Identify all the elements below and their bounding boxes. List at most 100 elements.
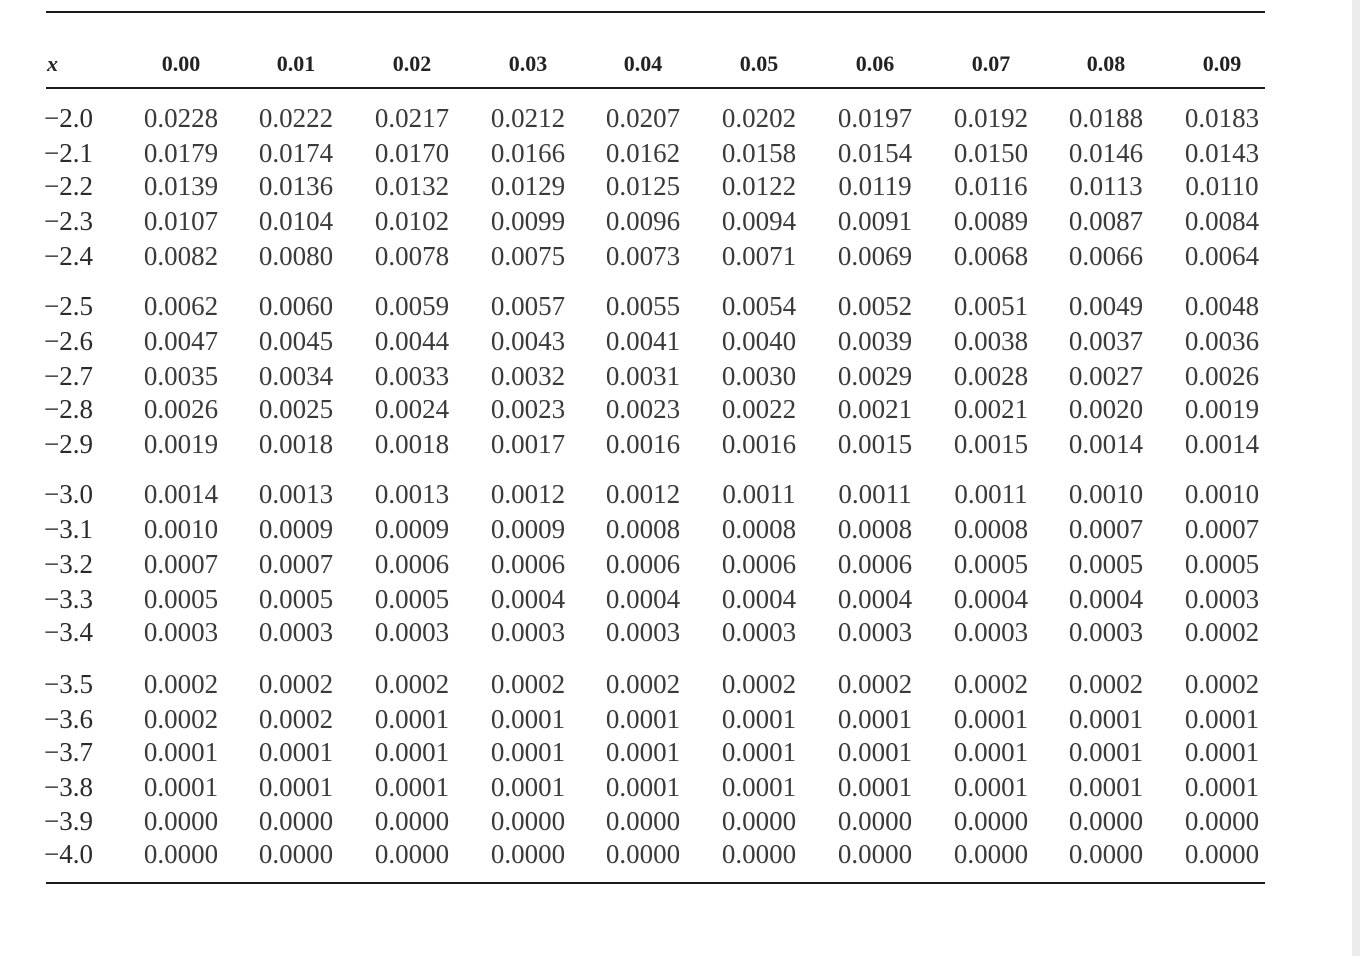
table-cell: 0.0016 <box>721 429 797 459</box>
top-rule <box>46 11 1265 13</box>
table-cell: 0.0179 <box>143 138 219 168</box>
column-header: 0.08 <box>1086 51 1126 76</box>
table-cell: 0.0011 <box>838 479 912 509</box>
table-cell: 0.0013 <box>374 479 450 509</box>
table-cell: 0.0027 <box>1068 361 1144 391</box>
table-cell: 0.0000 <box>837 839 913 869</box>
table-row: −2.8 0.0026 0.0025 0.0024 0.0023 0.0023 0.0022… <box>0 394 1360 424</box>
table-cell: 0.0001 <box>374 772 450 802</box>
table-cell: 0.0003 <box>953 617 1029 647</box>
table-cell: 0.0009 <box>374 514 450 544</box>
table-cell: 0.0002 <box>1184 617 1260 647</box>
table-cell: 0.0002 <box>953 669 1029 699</box>
table-cell: 0.0024 <box>374 394 450 424</box>
table-cell: 0.0001 <box>837 772 913 802</box>
table-cell: 0.0015 <box>837 429 913 459</box>
table-row: −2.7 0.0035 0.0034 0.0033 0.0032 0.0031 0.0030… <box>0 361 1360 391</box>
table-cell: 0.0008 <box>605 514 681 544</box>
row-x-value: −3.8 <box>44 772 93 802</box>
table-cell: 0.0021 <box>953 394 1029 424</box>
table-cell: 0.0055 <box>605 291 681 321</box>
column-header: 0.03 <box>508 51 548 76</box>
table-cell: 0.0025 <box>258 394 334 424</box>
table-cell: 0.0069 <box>837 241 913 271</box>
row-x-value: −2.0 <box>44 103 93 133</box>
table-cell: 0.0023 <box>490 394 566 424</box>
table-cell: 0.0166 <box>490 138 566 168</box>
table-cell: 0.0001 <box>374 704 450 734</box>
table-cell: 0.0000 <box>837 806 913 836</box>
table-cell: 0.0010 <box>1068 479 1144 509</box>
table-cell: 0.0001 <box>143 737 219 767</box>
table-cell: 0.0009 <box>490 514 566 544</box>
table-cell: 0.0008 <box>953 514 1029 544</box>
table-cell: 0.0170 <box>374 138 450 168</box>
table-cell: 0.0001 <box>490 737 566 767</box>
table-cell: 0.0001 <box>1068 704 1144 734</box>
table-cell: 0.0045 <box>258 326 334 356</box>
table-cell: 0.0002 <box>1184 669 1260 699</box>
table-cell: 0.0001 <box>1068 772 1144 802</box>
table-row: −3.3 0.0005 0.0005 0.0005 0.0004 0.0004 0.0004… <box>0 584 1360 614</box>
table-cell: 0.0013 <box>258 479 334 509</box>
table-cell: 0.0004 <box>721 584 797 614</box>
row-x-value: −2.9 <box>44 429 93 459</box>
table-cell: 0.0008 <box>721 514 797 544</box>
table-cell: 0.0001 <box>490 704 566 734</box>
table-cell: 0.0064 <box>1184 241 1260 271</box>
table-cell: 0.0091 <box>837 206 913 236</box>
row-x-value: −3.5 <box>44 669 93 699</box>
table-cell: 0.0003 <box>1068 617 1144 647</box>
table-cell: 0.0136 <box>258 171 334 201</box>
table-cell: 0.0001 <box>605 704 681 734</box>
table-cell: 0.0001 <box>1068 737 1144 767</box>
row-x-value: −3.6 <box>44 704 93 734</box>
table-cell: 0.0003 <box>374 617 450 647</box>
row-x-value: −3.7 <box>44 737 93 767</box>
table-cell: 0.0003 <box>837 617 913 647</box>
table-row: −2.6 0.0047 0.0045 0.0044 0.0043 0.0041 0.0040… <box>0 326 1360 356</box>
table-cell: 0.0068 <box>953 241 1029 271</box>
table-row: −3.1 0.0010 0.0009 0.0009 0.0009 0.0008 0.0008… <box>0 514 1360 544</box>
table-cell: 0.0054 <box>721 291 797 321</box>
table-cell: 0.0183 <box>1184 103 1260 133</box>
table-cell: 0.0001 <box>1184 772 1260 802</box>
row-x-value: −3.3 <box>44 584 93 614</box>
table-cell: 0.0004 <box>953 584 1029 614</box>
column-header: 0.00 <box>161 51 201 76</box>
table-cell: 0.0012 <box>490 479 566 509</box>
table-cell: 0.0018 <box>258 429 334 459</box>
table-cell: 0.0113 <box>1069 171 1143 201</box>
table-cell: 0.0104 <box>258 206 334 236</box>
column-header: 0.04 <box>623 51 663 76</box>
table-cell: 0.0001 <box>721 772 797 802</box>
table-row: −3.9 0.0000 0.0000 0.0000 0.0000 0.0000 0.0000… <box>0 806 1360 836</box>
table-cell: 0.0060 <box>258 291 334 321</box>
table-cell: 0.0041 <box>605 326 681 356</box>
table-cell: 0.0158 <box>721 138 797 168</box>
table-cell: 0.0087 <box>1068 206 1144 236</box>
table-cell: 0.0001 <box>721 737 797 767</box>
table-cell: 0.0082 <box>143 241 219 271</box>
table-cell: 0.0129 <box>490 171 566 201</box>
table-cell: 0.0002 <box>721 669 797 699</box>
row-x-value: −2.3 <box>44 206 93 236</box>
table-cell: 0.0222 <box>258 103 334 133</box>
table-cell: 0.0006 <box>721 549 797 579</box>
table-cell: 0.0014 <box>1184 429 1260 459</box>
table-cell: 0.0197 <box>837 103 913 133</box>
table-cell: 0.0019 <box>1184 394 1260 424</box>
column-header: 0.09 <box>1202 51 1242 76</box>
table-row: −2.2 0.0139 0.0136 0.0132 0.0129 0.0125 0.0122… <box>0 171 1360 201</box>
table-cell: 0.0084 <box>1184 206 1260 236</box>
table-cell: 0.0000 <box>490 839 566 869</box>
row-x-value: −3.9 <box>44 806 93 836</box>
table-cell: 0.0000 <box>1068 839 1144 869</box>
table-cell: 0.0038 <box>953 326 1029 356</box>
table-cell: 0.0015 <box>953 429 1029 459</box>
table-cell: 0.0174 <box>258 138 334 168</box>
table-cell: 0.0032 <box>490 361 566 391</box>
table-cell: 0.0019 <box>143 429 219 459</box>
table-cell: 0.0001 <box>490 772 566 802</box>
